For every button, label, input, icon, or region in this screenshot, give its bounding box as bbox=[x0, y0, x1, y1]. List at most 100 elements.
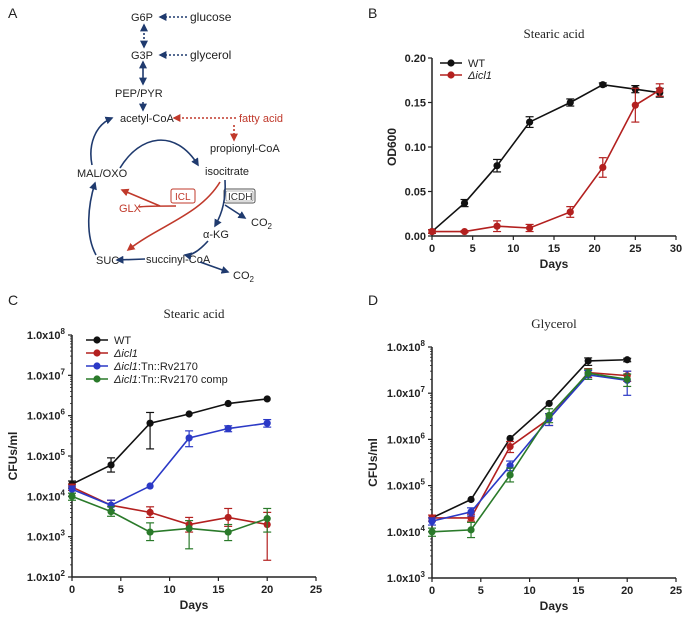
metabolite-pep-pyr: PEP/PYR bbox=[115, 88, 163, 100]
enzyme-icdh: ICDH bbox=[228, 192, 252, 203]
legend-swatch-marker bbox=[447, 59, 455, 67]
series-line bbox=[71, 398, 268, 485]
metabolite-fatty-acid: fatty acid bbox=[239, 113, 283, 125]
y-tick-label-base: 1.0x10 bbox=[27, 572, 61, 584]
data-point bbox=[467, 526, 475, 534]
metabolite-propionyl-coa: propionyl-CoA bbox=[210, 143, 280, 155]
legend-swatch-marker bbox=[93, 375, 101, 383]
y-axis-label: CFUs/ml bbox=[366, 438, 380, 487]
x-axis-label: Days bbox=[540, 599, 569, 613]
x-axis-label: Days bbox=[540, 257, 569, 271]
arrow-mal-pep bbox=[90, 116, 114, 166]
series-2 bbox=[68, 418, 272, 511]
x-axis-label: Days bbox=[180, 598, 209, 612]
x-tick-label: 10 bbox=[523, 585, 535, 597]
y-tick-label: 1.0x104 bbox=[27, 488, 66, 503]
data-point bbox=[460, 199, 469, 207]
data-point bbox=[584, 357, 592, 365]
y-tick-label-base: 1.0x10 bbox=[387, 388, 421, 400]
y-tick-label: 0.20 bbox=[405, 53, 426, 65]
legend-label-italic: Δicl1 bbox=[113, 361, 138, 373]
data-point bbox=[263, 395, 271, 403]
y-tick-label-exp: 2 bbox=[61, 569, 66, 578]
co2-top: CO2 bbox=[251, 217, 273, 231]
metabolite-glycerol: glycerol bbox=[190, 48, 231, 62]
metabolite-isocitrate: isocitrate bbox=[205, 166, 249, 178]
arrow-succinylcoa-suc bbox=[115, 255, 146, 264]
y-tick-label-exp: 7 bbox=[61, 367, 66, 376]
x-tick-label: 15 bbox=[548, 243, 560, 255]
y-tick-label: 0.10 bbox=[405, 142, 426, 154]
data-point bbox=[467, 508, 475, 516]
data-point bbox=[185, 434, 193, 442]
series-line bbox=[431, 372, 628, 533]
data-point bbox=[526, 224, 534, 232]
y-tick-label-base: 1.0x10 bbox=[27, 451, 61, 463]
data-point bbox=[224, 513, 232, 522]
data-point bbox=[599, 163, 607, 172]
series-line bbox=[432, 371, 628, 519]
y-tick-label: 1.0x104 bbox=[387, 524, 426, 539]
metabolite-mal-oxo: MAL/OXO bbox=[77, 168, 128, 180]
y-tick-label: 1.0x105 bbox=[387, 478, 426, 493]
data-point bbox=[146, 419, 154, 427]
metabolite-succinyl-coa: succinyl-CoA bbox=[146, 254, 211, 266]
legend-label: WT bbox=[468, 58, 485, 70]
x-tick-label: 0 bbox=[69, 584, 75, 596]
series-line bbox=[71, 422, 268, 507]
x-tick-label: 20 bbox=[589, 243, 601, 255]
y-tick-label-base: 1.0x10 bbox=[387, 573, 421, 585]
data-point bbox=[584, 369, 592, 377]
y-tick-label-base: 1.0x10 bbox=[27, 491, 61, 503]
y-tick-label-base: 1.0x10 bbox=[27, 370, 61, 382]
y-axis-label: CFUs/ml bbox=[6, 432, 20, 481]
legend: WTΔicl1Δicl1:Tn::Rv2170Δicl1:Tn::Rv2170 … bbox=[86, 335, 228, 386]
data-point bbox=[545, 399, 553, 408]
data-point bbox=[460, 227, 469, 236]
data-point bbox=[493, 222, 501, 230]
chart-b-od600: Stearic acid 0 5 10 15 20 25 30 Days 0.00 0.05 0.10… bbox=[385, 26, 682, 271]
series-3 bbox=[428, 368, 632, 539]
data-point bbox=[185, 410, 193, 418]
series-line bbox=[431, 83, 660, 233]
series-line bbox=[431, 373, 628, 522]
data-point bbox=[146, 508, 154, 516]
arrow-icl-glx bbox=[138, 205, 177, 208]
icdh-enzyme-inner-box bbox=[225, 190, 254, 202]
data-point bbox=[599, 81, 607, 89]
arrow-co2-bottom bbox=[199, 261, 230, 274]
data-point bbox=[107, 507, 115, 516]
data-point bbox=[428, 227, 436, 236]
y-tick-label-base: 1.0x10 bbox=[387, 434, 421, 446]
series-2 bbox=[428, 369, 632, 526]
pathway-diagram: G6P glucose G3P glycerol PEP/PYR acetyl-… bbox=[77, 10, 283, 284]
data-point bbox=[631, 101, 639, 109]
y-tick-label: 1.0x106 bbox=[387, 431, 426, 446]
data-point bbox=[224, 528, 232, 536]
y-tick-label: 1.0x107 bbox=[27, 367, 66, 382]
x-tick-label: 5 bbox=[478, 585, 484, 597]
arrow-glx-mal bbox=[120, 188, 161, 207]
arrow-icl-shunt bbox=[126, 181, 221, 251]
y-tick-label-base: 1.0x10 bbox=[387, 342, 421, 354]
data-point bbox=[566, 208, 574, 216]
legend-label: Δicl1 bbox=[467, 70, 492, 82]
data-point bbox=[185, 524, 193, 533]
metabolite-alpha-kg: α-KG bbox=[203, 229, 229, 241]
legend-swatch-marker bbox=[447, 71, 455, 79]
chart-title: Stearic acid bbox=[524, 26, 585, 41]
y-tick-label-base: 1.0x10 bbox=[387, 527, 421, 539]
y-axis-label: OD600 bbox=[385, 128, 399, 166]
arrow-suc-mal bbox=[87, 181, 97, 256]
x-tick-label: 20 bbox=[621, 585, 633, 597]
x-tick-label: 25 bbox=[629, 243, 641, 255]
x-tick-label: 15 bbox=[572, 585, 584, 597]
x-tick-label: 25 bbox=[670, 585, 682, 597]
series-line bbox=[432, 89, 661, 233]
data-point bbox=[263, 515, 271, 523]
series-1 bbox=[428, 83, 664, 236]
metabolite-suc: SUC bbox=[96, 255, 119, 267]
metabolite-glx: GLX bbox=[119, 203, 142, 215]
